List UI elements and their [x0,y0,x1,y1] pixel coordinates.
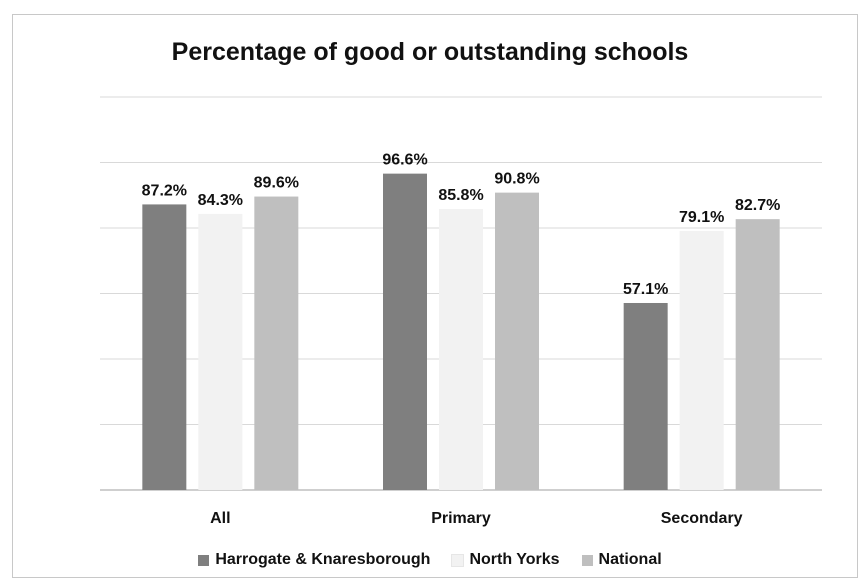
bar [383,173,427,490]
data-label: 57.1% [623,281,668,298]
data-label: 85.8% [438,187,483,204]
bar [254,196,299,490]
category-label: Primary [431,510,491,527]
legend-swatch [581,554,593,566]
bar [198,213,243,491]
data-label: 84.3% [198,192,243,209]
chart-legend: Harrogate & Knaresborough North Yorks Nati… [0,548,860,572]
legend-item: Harrogate & Knaresborough [198,551,430,569]
chart-title: Percentage of good or outstanding school… [171,38,689,66]
legend-item: National [581,551,662,569]
legend-label: National [598,551,662,568]
bar [142,204,187,491]
legend-swatch [198,554,210,566]
bar [495,192,539,490]
bar [439,209,483,490]
data-label: 90.8% [494,171,539,188]
data-label: 79.1% [679,209,724,226]
category-label: Secondary [661,510,743,527]
data-label: 82.7% [735,197,780,214]
legend-label: Harrogate & Knaresborough [215,551,431,568]
legend-swatch [451,553,465,567]
legend-label: North Yorks [469,551,560,568]
bar [735,219,780,490]
bar [679,230,724,490]
data-label: 96.6% [382,152,427,169]
category-label: All [210,510,230,527]
bar [623,302,668,490]
legend-item: North Yorks [451,551,560,569]
data-label: 89.6% [254,175,299,192]
data-label: 87.2% [142,182,187,199]
